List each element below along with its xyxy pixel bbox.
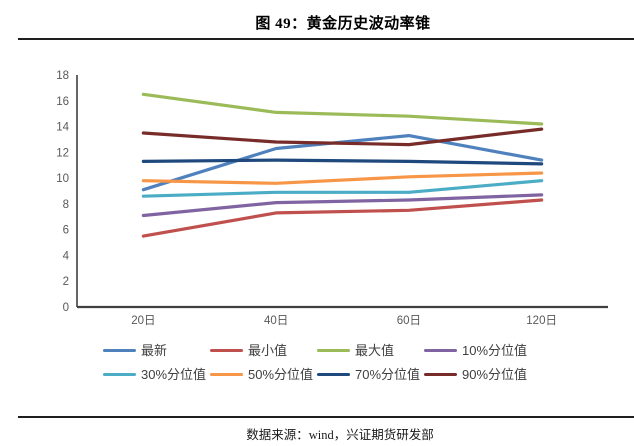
- legend-swatch: [317, 372, 350, 377]
- y-tick-label: 6: [63, 225, 69, 237]
- figure-title: 图 49：黄金历史波动率锥: [255, 16, 431, 32]
- legend-item-2: 最大值: [317, 344, 424, 357]
- x-tick-label: 20日: [131, 315, 155, 327]
- legend-item-3: 10%分位值: [424, 344, 531, 357]
- legend-label: 最新: [141, 343, 168, 358]
- legend-label: 50%分位值: [248, 367, 314, 382]
- legend-label: 70%分位值: [355, 367, 421, 382]
- series-line-2: [141, 92, 544, 126]
- footer-divider-line: [18, 416, 634, 418]
- y-tick-label: 16: [56, 96, 69, 108]
- title-divider-line: [18, 38, 634, 40]
- series-line-6: [141, 158, 544, 166]
- legend-item-7: 90%分位值: [424, 368, 531, 381]
- y-tick-label: 4: [63, 250, 70, 262]
- y-tick-label: 18: [56, 70, 69, 82]
- legend-item-4: 30%分位值: [103, 368, 210, 381]
- x-tick-label: 40日: [264, 315, 288, 327]
- legend-swatch: [103, 372, 136, 377]
- legend-swatch: [317, 348, 350, 353]
- legend-item-6: 70%分位值: [317, 368, 424, 381]
- series-line-3: [141, 193, 544, 218]
- legend-swatch: [210, 348, 243, 353]
- volatility-cone-chart: 0 2 4 6 8 10 12 14 16 18 20日 40日 60日 120日: [56, 70, 608, 327]
- series-line-1: [141, 198, 544, 238]
- legend-item-5: 50%分位值: [210, 368, 317, 381]
- y-tick-label: 10: [56, 173, 69, 185]
- y-tick-label: 2: [63, 276, 69, 288]
- y-tick-label: 14: [56, 122, 69, 134]
- legend-label: 10%分位值: [462, 343, 528, 358]
- series-line-4: [141, 179, 544, 198]
- y-tick-label: 0: [63, 302, 69, 314]
- legend-label: 30%分位值: [141, 367, 207, 382]
- legend-item-0: 最新: [103, 344, 210, 357]
- y-tick-label: 8: [63, 199, 69, 211]
- x-tick-label: 60日: [397, 315, 421, 327]
- data-source-note: 数据来源：wind，兴证期货研发部: [246, 428, 434, 442]
- chart-legend: 最新 最小值 最大值 10%分位值 30%分位值 50%分位值 70%分位值 90%分位值: [103, 344, 531, 381]
- legend-swatch: [424, 372, 457, 377]
- legend-swatch: [210, 372, 243, 377]
- legend-label: 90%分位值: [462, 367, 528, 382]
- series-line-5: [141, 171, 544, 185]
- x-tick-label: 120日: [526, 315, 557, 327]
- legend-label: 最大值: [355, 343, 395, 358]
- y-tick-label: 12: [56, 147, 69, 159]
- legend-item-1: 最小值: [210, 344, 317, 357]
- legend-swatch: [424, 348, 457, 353]
- legend-swatch: [103, 348, 136, 353]
- series-line-7: [141, 127, 544, 147]
- legend-label: 最小值: [248, 343, 288, 358]
